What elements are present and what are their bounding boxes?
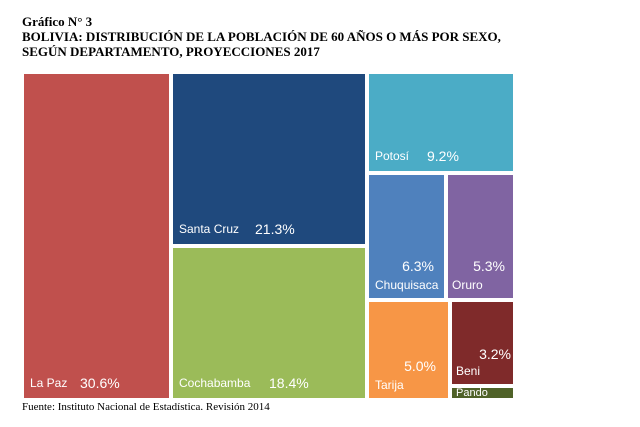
- treemap-tile-label: Potosí: [375, 149, 410, 163]
- treemap-tile-santa-cruz: Santa Cruz 21.3%: [171, 72, 367, 246]
- treemap-tile-oruro: Oruro 5.3%: [446, 173, 515, 300]
- treemap-tile-value: 30.6%: [80, 375, 120, 391]
- chart-titles: Gráfico N° 3 BOLIVIA: DISTRIBUCIÓN DE LA…: [22, 14, 632, 59]
- treemap-tile-label: Pando: [456, 387, 488, 399]
- treemap-tile-value: 6.3%: [402, 258, 434, 274]
- treemap-tile-value: 5.0%: [404, 358, 436, 374]
- treemap-tile-value: 9.2%: [427, 148, 459, 164]
- treemap-tile-label: Tarija: [375, 378, 404, 392]
- treemap-tile-potos-: Potosí 9.2%: [367, 72, 515, 173]
- treemap-tile-label: Beni: [456, 364, 481, 378]
- treemap-tile-value: 21.3%: [255, 221, 295, 237]
- chart-source: Fuente: Instituto Nacional de Estadístic…: [22, 401, 270, 413]
- chart-title: Gráfico N° 3: [22, 14, 93, 29]
- chart-subtitle-line-1: BOLIVIA: DISTRIBUCIÓN DE LA POBLACIÓN DE…: [22, 29, 501, 44]
- treemap-tile-tarija: Tarija 5.0%: [367, 300, 450, 400]
- treemap-chart: La Paz 30.6% Santa Cruz 21.3% Cochabamba 18.4…: [22, 72, 515, 400]
- treemap-tile-label: Santa Cruz: [179, 222, 240, 236]
- treemap-tile-cochabamba: Cochabamba 18.4%: [171, 246, 367, 400]
- treemap-tile-value: 3.2%: [479, 346, 511, 362]
- treemap-tile-label: Cochabamba: [179, 376, 251, 390]
- treemap-tile-chuquisaca: Chuquisaca 6.3%: [367, 173, 446, 300]
- treemap-tile-value: 5.3%: [473, 258, 505, 274]
- treemap-tile-value: 18.4%: [269, 375, 309, 391]
- treemap-tile-label: La Paz: [30, 376, 68, 390]
- treemap-tile-label: Chuquisaca: [375, 278, 439, 292]
- chart-subtitle-line-2: SEGÚN DEPARTAMENTO, PROYECCIONES 2017: [22, 44, 320, 59]
- treemap-tile-label: Oruro: [452, 278, 483, 292]
- treemap-tile-beni: Beni 3.2%: [450, 300, 515, 386]
- treemap-tile-pando: Pando: [450, 386, 515, 400]
- treemap-tile-la-paz: La Paz 30.6%: [22, 72, 171, 400]
